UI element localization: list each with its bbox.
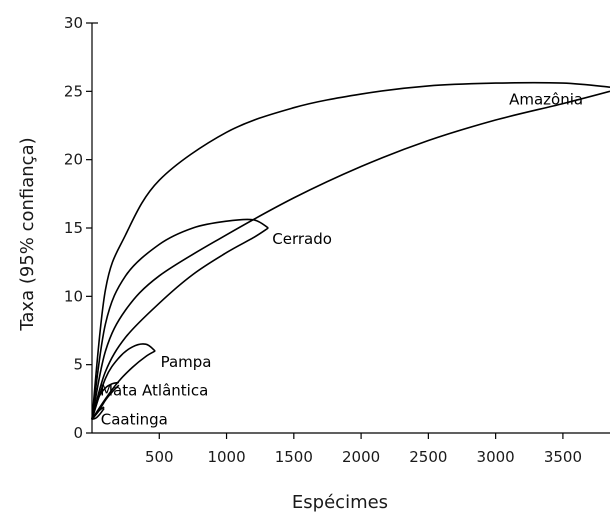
x-tick-label: 3500 bbox=[544, 448, 582, 466]
y-tick-label: 15 bbox=[64, 219, 83, 237]
y-axis-title: Taxa (95% confiança) bbox=[17, 137, 38, 331]
curve-cerrado-upper bbox=[91, 218, 269, 420]
axes bbox=[91, 22, 610, 434]
curve-cerrado-lower bbox=[91, 227, 269, 420]
x-tick-label: 500 bbox=[145, 448, 174, 466]
curve-pampa-upper bbox=[91, 343, 156, 420]
series-labels: Amazônia Cerrado Pampa Mata Atlântica Caatin… bbox=[100, 91, 583, 429]
series-label-mata-atlantica: Mata Atlântica bbox=[100, 382, 208, 400]
curve-mata-atlantica-upper bbox=[91, 381, 120, 420]
curves bbox=[91, 81, 610, 421]
series-label-cerrado: Cerrado bbox=[272, 230, 332, 248]
y-tick-label: 0 bbox=[73, 424, 83, 442]
y-tick-label: 20 bbox=[64, 151, 83, 169]
curve-amazonia-lower bbox=[91, 90, 610, 420]
y-tick-label: 5 bbox=[73, 356, 83, 374]
curve-amazonia-upper bbox=[91, 81, 610, 420]
x-axis-title: Espécimes bbox=[292, 492, 388, 513]
y-tick-label: 30 bbox=[64, 14, 83, 32]
x-tick-label: 1500 bbox=[275, 448, 313, 466]
curve-caatinga-lower bbox=[91, 407, 105, 421]
y-tick-label: 25 bbox=[64, 82, 83, 100]
series-label-amazonia: Amazônia bbox=[509, 91, 583, 109]
series-label-pampa: Pampa bbox=[161, 353, 212, 371]
y-ticks: 0 5 10 15 20 25 30 bbox=[64, 14, 92, 442]
x-tick-label: 3000 bbox=[477, 448, 515, 466]
series-label-caatinga: Caatinga bbox=[101, 410, 168, 428]
y-tick-label: 10 bbox=[64, 287, 83, 305]
x-ticks: 500 1000 1500 2000 2500 3000 3500 bbox=[145, 433, 582, 466]
x-tick-label: 1000 bbox=[207, 448, 245, 466]
x-tick-label: 2500 bbox=[409, 448, 447, 466]
curve-caatinga-upper bbox=[91, 406, 105, 420]
x-tick-label: 2000 bbox=[342, 448, 380, 466]
